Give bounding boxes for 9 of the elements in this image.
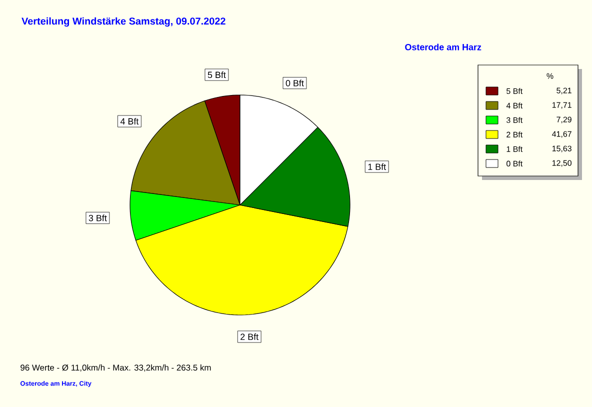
text: 96 Werte - Ø 11,0km/h - Max. 33,2km/h - 263.5 km <box>20 364 211 372</box>
slice-label: 2 Bft <box>240 333 258 340</box>
slice-label: 5 Bft <box>208 71 226 78</box>
chart-subtitle: Osterode am Harz <box>405 44 482 50</box>
slice-label: 4 Bft <box>120 118 139 125</box>
slice-label: 1 Bft <box>368 163 386 170</box>
slice-label: 3 Bft <box>88 214 107 222</box>
chart-title: Verteilung Windstärke Samstag, 09.07.2022 <box>22 17 226 27</box>
slice-label: 0 Bft <box>286 80 304 86</box>
